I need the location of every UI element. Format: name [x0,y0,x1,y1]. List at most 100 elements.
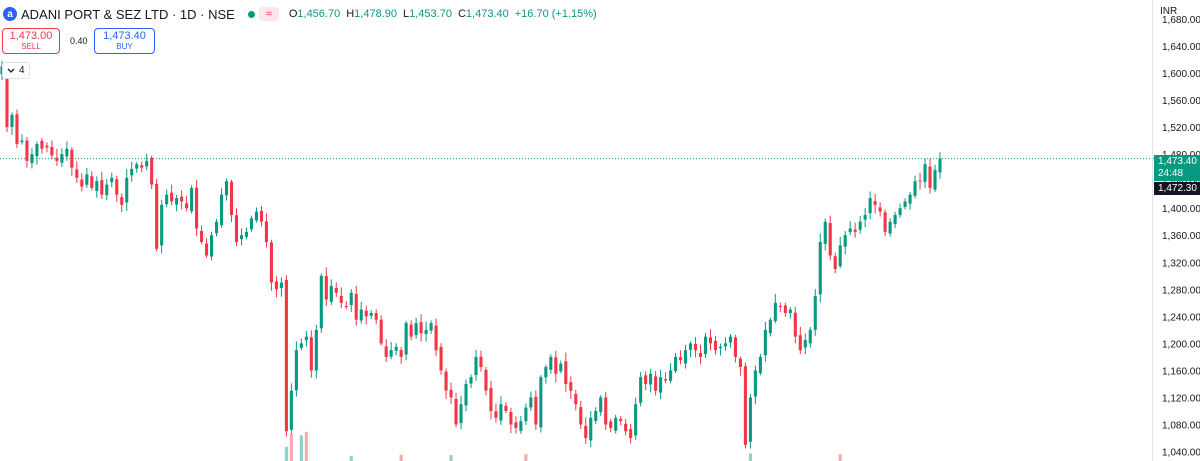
candle-body [279,282,283,289]
indicators-count: 4 [19,65,25,76]
candle-body [479,356,483,368]
candle-body [833,256,837,270]
bid-price-tag: 1,472.30 [1154,182,1200,195]
candle-body [888,221,892,234]
candle-body [853,229,857,232]
candle-body [758,356,762,374]
candle-body [708,337,713,344]
candlestick-chart[interactable] [0,0,1152,461]
last-price-value: 1,473.40 [1158,156,1197,167]
sell-button[interactable]: 1,473.00 SELL [2,28,60,54]
candle-body [65,148,69,157]
candle-body [778,306,782,308]
candle-body [698,352,703,357]
candle-body [644,375,648,384]
candle-body [394,346,398,351]
candle-body [264,221,268,242]
currency-label[interactable]: INR [1160,6,1178,17]
candle-body [489,387,493,411]
candle-body [793,312,797,337]
wave-icon[interactable]: ≈ [258,7,279,21]
ohlc-high: H1,478.90 [346,8,397,20]
candle-body [733,337,737,357]
candle-body [115,179,119,195]
ohlc-open: O1,456.70 [288,8,341,20]
chevron-down-icon [7,68,15,73]
candle-body [45,145,49,148]
candle-body [788,309,792,314]
candle-body [229,181,234,215]
buy-label: BUY [116,42,133,51]
sell-label: SELL [21,42,41,51]
candle-body [319,275,323,329]
price-tick-label: 1,680.00 [1162,15,1200,26]
candle-body [509,411,513,425]
volume-bar [284,446,288,461]
candle-body [25,140,29,161]
candle-body [334,287,338,293]
candle-body [15,114,19,144]
candle-body [259,210,263,222]
candle-body [125,177,129,203]
candle-body [654,376,658,391]
candle-body [105,184,109,196]
candle-body [219,194,224,226]
candle-body [140,165,144,168]
market-status-icon[interactable] [247,10,255,18]
candle-body [35,143,39,157]
volume-bar [449,455,453,461]
candle-body [664,379,668,381]
candle-body [878,207,882,212]
candle-body [803,340,807,348]
symbol-logo-icon[interactable]: a [3,7,17,21]
candle-body [674,356,678,372]
buy-button[interactable]: 1,473.40 BUY [94,28,155,54]
candle-body [918,180,922,182]
candle-body [718,346,723,349]
price-tick-label: 1,280.00 [1162,285,1200,296]
candle-body [808,329,812,344]
chart-area[interactable] [0,0,1152,461]
volume-bar [399,454,403,461]
candle-body [130,168,134,176]
volume-bar [524,454,528,461]
candle-body [404,323,408,355]
candle-body [364,310,368,317]
candle-body [524,407,528,422]
symbol-title[interactable]: ADANI PORT & SEZ LTD · 1D · NSE [21,6,235,22]
candle-body [594,410,598,422]
candle-body [923,164,927,182]
indicators-toggle-button[interactable]: 4 [2,62,30,79]
candle-body [80,179,84,187]
price-tick-label: 1,640.00 [1162,42,1200,53]
candle-body [783,305,787,313]
candle-body [574,393,578,405]
candle-body [120,197,124,205]
candle-body [55,157,59,161]
ohlc-values: O1,456.70 H1,478.90 L1,453.70 C1,473.40 … [289,8,597,20]
candle-body [858,221,862,230]
candle-body [624,423,628,432]
candle-body [609,421,613,428]
price-tick-label: 1,560.00 [1162,96,1200,107]
candle-body [589,417,593,441]
candle-body [90,176,94,188]
candle-body [569,382,573,391]
candle-body [549,356,553,370]
price-tick-label: 1,600.00 [1162,69,1200,80]
candle-body [619,418,623,422]
candle-body [703,336,708,354]
candle-body [439,347,443,371]
candle-body [379,319,383,344]
bid-price-value: 1,472.30 [1158,183,1197,194]
candle-body [604,397,608,425]
price-tick-label: 1,080.00 [1162,420,1200,431]
candle-body [0,66,4,75]
candle-body [679,357,683,361]
candle-body [903,201,907,207]
candle-body [928,166,932,188]
candle-body [20,140,24,143]
candle-body [683,350,688,364]
price-axis[interactable]: 1,040.00 1,080.00 1,120.00 1,160.00 1,200.00… [1152,0,1200,461]
candle-body [424,329,428,335]
